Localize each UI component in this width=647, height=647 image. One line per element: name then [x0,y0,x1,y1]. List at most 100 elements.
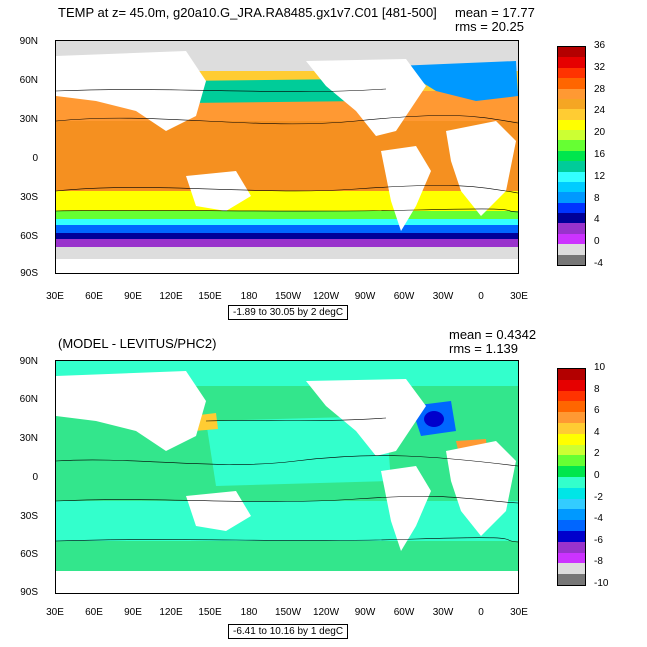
panel1-lon-90w: 90W [354,291,376,302]
panel2-lon-90w: 90W [354,607,376,618]
panel2-contour-4 [205,417,387,422]
panel1-lon-30e-right: 30E [510,291,528,302]
panel1-lon-120w: 120W [312,291,340,302]
panel2-lat-90n: 90N [19,356,38,367]
panel1-colorbar-label: 16 [594,149,606,160]
panel1-lat-60s: 60S [20,231,38,242]
panel2-colorbar [557,368,586,586]
panel2-colorbar-cell [558,433,585,446]
panel1-colorbar-cell [558,233,585,245]
panel2-lon-0: 0 [478,607,484,618]
panel2-colorbar-cell [558,444,585,456]
panel1-land-africa [446,121,516,216]
panel1-lat-90n: 90N [19,36,38,47]
panel2-colorbar-cell [558,401,585,413]
panel2-land-antarctica [56,571,518,593]
panel1-colorbar-cell [558,67,585,79]
panel1-lon-90e: 90E [124,291,142,302]
panel1-land-antarctica [56,259,518,273]
panel2-contour-3 [56,537,518,543]
panel1-lon-180: 180 [240,291,258,302]
panel2-range-label: -6.41 to 10.16 by 1 degC [228,624,349,639]
panel1-colorbar-cell [558,130,585,141]
panel1-colorbar-label: 8 [594,192,600,204]
panel2-colorbar-cell [558,531,585,543]
panel1-colorbar-label: 20 [594,127,606,139]
panel1-land-australia [186,171,251,211]
panel2-lon-60w: 60W [393,607,415,618]
panel2-colorbar-label: -2 [594,491,603,503]
panel1-colorbar-cell [558,57,585,69]
panel2-lon-30e-left: 30E [46,607,64,618]
panel1-colorbar-cell [558,254,585,266]
panel1-colorbar-label: 0 [594,236,600,248]
panel2-colorbar-cell [558,379,585,392]
panel2-mean: mean = 0.4342 [449,327,537,342]
panel1-lon-60e: 60E [85,291,103,302]
panel1-lat-90s: 90S [20,268,38,279]
panel2-colorbar-label: -6 [594,534,603,546]
panel1-lon-60w: 60W [393,291,415,302]
panel1-map-svg [56,41,518,273]
panel1-map [55,40,519,274]
panel2-colorbar-cell [558,487,585,500]
panel1-colorbar-cell [558,98,585,110]
panel1-colorbar-cell [558,109,585,121]
panel2-colorbar-cell [558,423,585,435]
panel2-colorbar-cell [558,541,585,554]
panel1-land-eurasia [56,51,206,131]
panel1-colorbar-cell [558,181,585,193]
panel2-lon-150w: 150W [274,607,302,618]
panel2-land-north-america [306,379,426,456]
panel2-lon-30w: 30W [432,607,454,618]
panel1-lat-30s: 30S [20,192,38,203]
panel1-band-tropics [56,121,518,191]
panel2-colorbar-label: -8 [594,556,603,568]
panel1-colorbar-label: 28 [594,83,606,95]
panel1-mean: mean = 17.77 [455,5,535,20]
panel2-colorbar-label: 0 [594,470,600,481]
panel2-colorbar-cell [558,477,585,489]
panel1-band-south-green [56,211,518,219]
panel1-band-south-cyan [56,219,518,225]
panel2-lon-60e: 60E [85,607,103,618]
panel1-contour-1 [56,115,518,125]
panel1-colorbar-cell [558,78,585,90]
panel1-colorbar-label: 12 [594,170,606,182]
panel2-colorbar-cell [558,498,585,510]
panel2-land-africa [446,441,516,536]
panel1-colorbar-cell [558,244,585,256]
panel2-land-south-america [381,466,431,551]
panel2-map [55,360,519,594]
panel1-colorbar-label: 24 [594,105,606,117]
panel2-lat-0: 0 [32,472,38,483]
panel1-band-south-mid [56,191,518,211]
panel1-colorbar-cell [558,223,585,235]
panel2-contour-1 [56,455,518,467]
panel2-colorbar-label: 4 [594,426,600,438]
panel2-colorbar-label: 8 [594,383,600,395]
panel1-band-south-purple [56,239,518,247]
panel1-lon-0: 0 [478,291,484,302]
panel1-band-south-blue [56,225,518,233]
panel2-colorbar-label: 10 [594,362,606,373]
panel2-rms: rms = 1.139 [449,341,519,356]
panel1-colorbar-cell [558,150,585,162]
panel1-rms: rms = 20.25 [455,19,525,34]
panel2-colorbar-cell [558,412,585,424]
panel2-land-eurasia [56,371,206,451]
panel1-colorbar-cell [558,171,585,183]
panel1-north-pacific-cold [176,79,366,103]
panel2-colorbar-cell [558,466,585,478]
panel1-colorbar-label: 4 [594,214,600,226]
panel2-colorbar-label: 6 [594,405,600,417]
panel2-lat-90s: 90S [20,587,38,598]
panel1-colorbar-label: 32 [594,61,606,73]
panel1-title: TEMP at z= 45.0m, g20a10.G_JRA.RA8485.gx… [58,5,437,20]
panel1-land-south-america [381,146,431,231]
panel1-colorbar-cell [558,192,585,204]
panel2-contour-2 [56,496,518,504]
panel1-land-north-america [306,59,426,136]
panel2-colorbar-cell [558,455,585,467]
panel2-lon-150e: 150E [198,607,222,618]
